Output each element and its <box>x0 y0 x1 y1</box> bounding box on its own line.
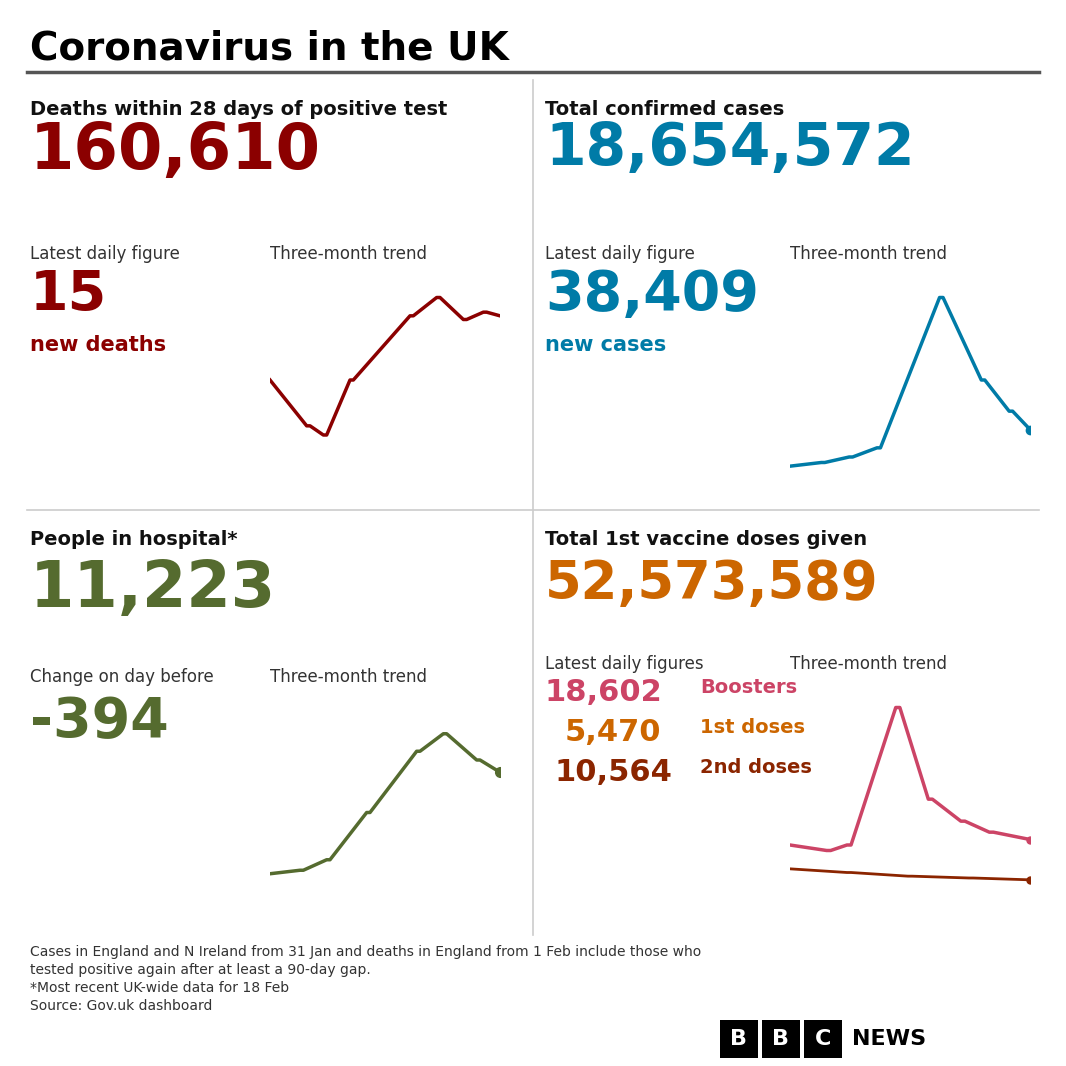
Text: 15: 15 <box>30 268 108 322</box>
Text: Latest daily figure: Latest daily figure <box>545 245 695 263</box>
Text: tested positive again after at least a 90-day gap.: tested positive again after at least a 9… <box>30 963 371 978</box>
Text: B: B <box>773 1029 790 1049</box>
Text: 160,610: 160,610 <box>30 120 321 182</box>
FancyBboxPatch shape <box>762 1020 800 1057</box>
Text: 38,409: 38,409 <box>545 268 759 322</box>
Text: *Most recent UK-wide data for 18 Feb: *Most recent UK-wide data for 18 Feb <box>30 981 289 995</box>
Text: Source: Gov.uk dashboard: Source: Gov.uk dashboard <box>30 999 212 1013</box>
Text: 18,654,572: 18,654,572 <box>545 120 915 177</box>
Text: B: B <box>730 1029 747 1049</box>
Text: 2nd doses: 2nd doses <box>700 758 812 777</box>
Text: Total 1st vaccine doses given: Total 1st vaccine doses given <box>545 530 867 549</box>
Text: 11,223: 11,223 <box>30 558 276 620</box>
Text: 18,602: 18,602 <box>545 678 663 707</box>
Text: Latest daily figure: Latest daily figure <box>30 245 180 263</box>
Text: People in hospital*: People in hospital* <box>30 530 238 549</box>
Text: 5,470: 5,470 <box>565 718 662 747</box>
Text: Three-month trend: Three-month trend <box>790 655 947 673</box>
Text: 1st doses: 1st doses <box>700 718 805 737</box>
Text: Deaths within 28 days of positive test: Deaths within 28 days of positive test <box>30 100 448 119</box>
Text: 52,573,589: 52,573,589 <box>545 558 878 610</box>
Text: Change on day before: Change on day before <box>30 668 214 687</box>
Text: Three-month trend: Three-month trend <box>790 245 947 263</box>
Text: -394: -394 <box>30 695 168 749</box>
Text: Coronavirus in the UK: Coronavirus in the UK <box>30 29 508 67</box>
Text: Latest daily figures: Latest daily figures <box>545 655 704 673</box>
Text: C: C <box>814 1029 831 1049</box>
Text: Total confirmed cases: Total confirmed cases <box>545 100 785 119</box>
Text: NEWS: NEWS <box>852 1029 926 1049</box>
FancyBboxPatch shape <box>804 1020 842 1057</box>
FancyBboxPatch shape <box>720 1020 758 1057</box>
Text: Three-month trend: Three-month trend <box>270 245 427 263</box>
Text: Three-month trend: Three-month trend <box>270 668 427 687</box>
Text: new cases: new cases <box>545 335 666 355</box>
Text: Boosters: Boosters <box>700 678 797 697</box>
Text: new deaths: new deaths <box>30 335 166 355</box>
Text: 10,564: 10,564 <box>555 758 673 787</box>
Text: Cases in England and N Ireland from 31 Jan and deaths in England from 1 Feb incl: Cases in England and N Ireland from 31 J… <box>30 944 701 959</box>
